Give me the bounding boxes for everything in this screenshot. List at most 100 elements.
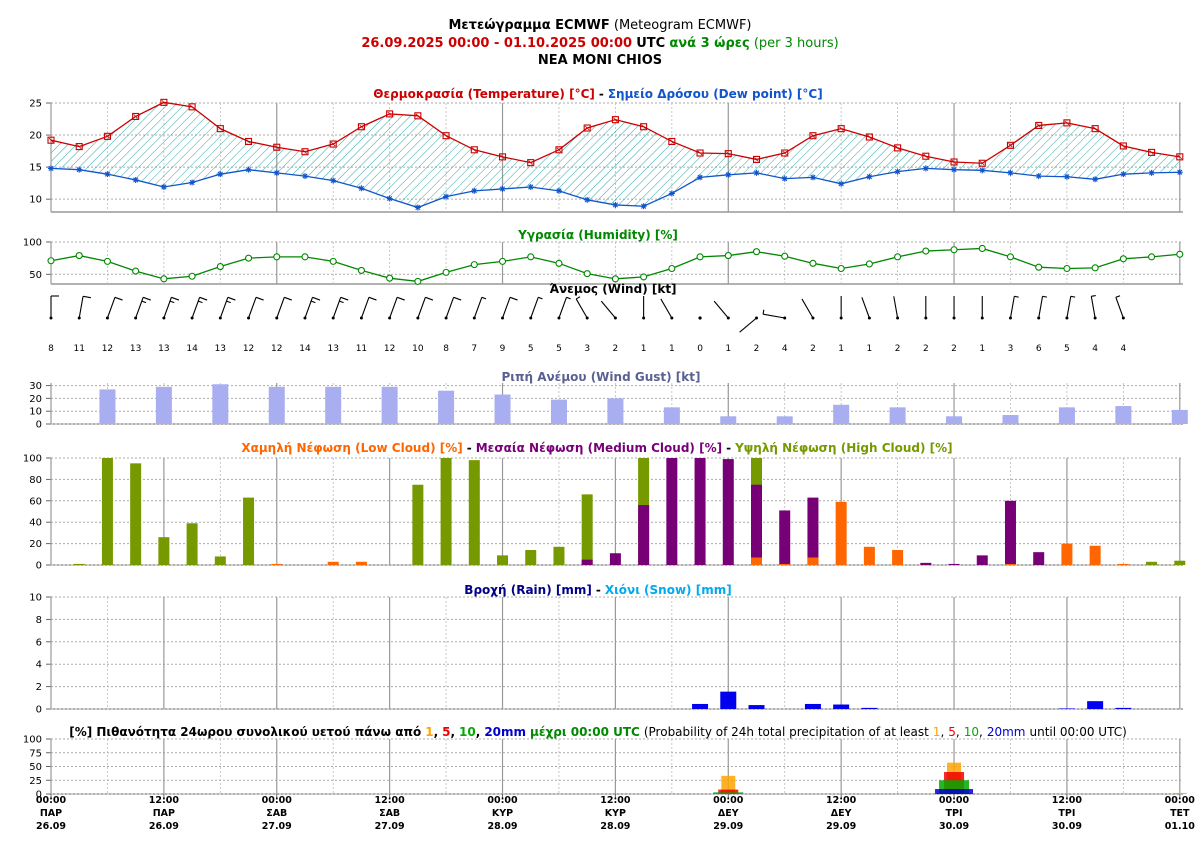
low-cloud-bar — [1089, 545, 1101, 565]
temperature-point-x — [584, 125, 590, 131]
dew-point-point — [245, 166, 252, 173]
wind-barb-feather — [198, 300, 203, 304]
dew-point-point — [584, 196, 591, 203]
x-date-label: 28.09 — [487, 821, 517, 832]
humidity-point — [668, 264, 676, 273]
humidity-point — [160, 275, 168, 283]
humidity-point — [357, 266, 365, 274]
prob-y-tick-label: 0 — [36, 790, 42, 801]
wind-barb-staff — [389, 297, 398, 319]
rain-bar — [804, 703, 821, 709]
low-cloud-bar — [863, 546, 875, 565]
cloud-sep-2: - — [726, 441, 731, 455]
humidity-point — [244, 254, 253, 262]
dew-point-point — [894, 168, 901, 175]
humidity-point — [132, 267, 140, 275]
humidity-point — [724, 252, 732, 260]
medium-cloud-bar — [807, 497, 819, 565]
gust-title: Ριπή Ανέμου (Wind Gust) [kt] — [502, 370, 701, 384]
period-utc: UTC — [636, 36, 666, 51]
wind-barb-dot — [1093, 316, 1097, 320]
temperature-point — [160, 98, 168, 106]
humidity-point — [922, 247, 930, 255]
cloud-sep-1: - — [467, 441, 472, 455]
humidity-point — [555, 259, 563, 267]
temp-title: Θερμοκρασία (Temperature) [°C] — [373, 87, 595, 101]
dew-point-point — [668, 190, 675, 197]
temperature-point — [1091, 125, 1099, 133]
step-greek: ανά 3 ώρες — [669, 36, 750, 51]
wind-barb-dot — [1008, 316, 1012, 320]
high-cloud-bar — [525, 550, 537, 565]
wind-barb-staff — [530, 297, 539, 319]
prob-thr-10: 10 — [459, 725, 476, 739]
dew-point-point — [781, 175, 788, 182]
wind-barb-staff — [1115, 297, 1124, 319]
cloud-y-tick-label: 40 — [29, 518, 42, 529]
wind-barb-dot — [839, 316, 843, 320]
temperature-point — [950, 158, 958, 166]
temperature-point — [442, 132, 450, 140]
wind-barb-dot — [331, 316, 335, 320]
dew-point-point — [612, 201, 619, 208]
wind-barb-dot — [811, 316, 815, 320]
prob-thr-20: 20mm — [484, 725, 526, 739]
wind-barb-feather — [142, 296, 151, 301]
dew-point-point — [443, 193, 450, 200]
gust-bar — [381, 386, 398, 424]
wind-speed-label: 4 — [1092, 344, 1098, 354]
temperature-point — [865, 133, 873, 141]
wind-barb-feather — [396, 296, 405, 301]
wind-barb-dot — [247, 316, 251, 320]
wind-barb-feather — [1014, 295, 1019, 298]
rain-y-tick-label: 6 — [36, 637, 42, 648]
gust-bar — [155, 386, 172, 424]
wind-barb-staff — [558, 297, 568, 319]
rain-y-tick-label: 2 — [36, 682, 42, 693]
low-cloud-bar — [807, 557, 819, 565]
dew-point-point — [189, 179, 196, 186]
temperature-point-x — [895, 145, 900, 151]
x-time-label: 12:00 — [1052, 795, 1083, 806]
low-cloud-bar — [779, 563, 791, 565]
dew-point-point — [809, 174, 816, 181]
wind-barb-feather — [575, 296, 581, 300]
wind-barb-feather — [1042, 295, 1048, 298]
gust-bar — [1115, 406, 1132, 424]
wind-barb-feather — [538, 296, 543, 300]
medium-cloud-bar — [1004, 500, 1016, 565]
period-dates: 26.09.2025 00:00 - 01.10.2025 00:00 — [361, 36, 633, 51]
prob-5mm-bar — [718, 789, 739, 794]
temperature-point-x — [754, 157, 759, 162]
temperature-point — [470, 146, 478, 154]
wind-speed-label: 13 — [327, 344, 338, 354]
rain-y-tick-label: 8 — [36, 615, 42, 626]
wind-barb-feather — [425, 296, 434, 301]
wind-barb-dot — [134, 316, 138, 320]
high-cloud-bar — [214, 556, 226, 565]
cloud-y-tick-label: 80 — [29, 475, 42, 486]
rain-bar — [692, 703, 709, 709]
wind-barb-dot — [49, 316, 53, 320]
temperature-point-x — [1036, 123, 1041, 128]
rain-y-tick-label: 0 — [36, 705, 42, 716]
temperature-point — [244, 137, 253, 146]
wind-speed-label: 13 — [215, 344, 226, 354]
dew-point-point — [414, 204, 421, 211]
temperature-point — [922, 152, 930, 160]
wind-barb-staff — [106, 297, 116, 319]
wind-barb-feather — [227, 296, 236, 301]
temperature-point — [640, 123, 648, 131]
gust-bar — [325, 386, 342, 424]
wind-barb-dot — [444, 316, 448, 320]
medium-cloud-bar — [638, 505, 650, 565]
wind-barb-staff — [660, 298, 673, 319]
high-cloud-bar — [468, 460, 480, 565]
temperature-point-x — [838, 126, 844, 131]
gust-bar — [889, 407, 906, 424]
medium-cloud-bar — [666, 458, 678, 565]
dew-point-point — [1035, 173, 1042, 180]
x-date-label: 26.09 — [36, 821, 66, 832]
temperature-point-x — [669, 139, 675, 144]
wind-speed-label: 4 — [1120, 344, 1126, 354]
